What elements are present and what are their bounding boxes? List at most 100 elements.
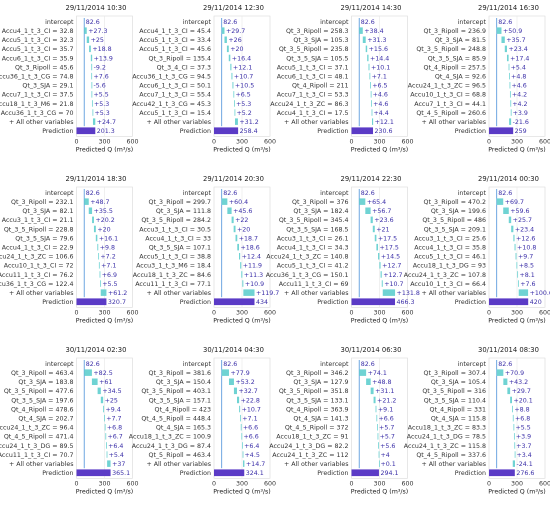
contribution-value: +6.6 [243, 425, 258, 432]
x-axis-label: Predicted Q (m³/s) [488, 146, 546, 153]
intercept-value: 82.6 [361, 361, 375, 368]
x-tick-label: 300 [373, 138, 385, 145]
row-label: Qt_3_Ripoll = 45.6 [15, 64, 74, 71]
contribution-bar [228, 378, 234, 385]
row-label: Accu4_1_t_3_CI = 33 [145, 235, 211, 242]
contribution-bar [90, 54, 93, 62]
row-label: Accu4_1_t_3_CI = 35.8 [414, 244, 486, 251]
panel-title: 30/11/2014 02:30 [66, 346, 127, 354]
row-label: Qt_3_SJA = 82.1 [22, 208, 73, 215]
row-label: Qt_3_Ripoll = 463.4 [11, 370, 74, 377]
contribution-bar [221, 27, 225, 34]
row-label: + All other variables [284, 119, 349, 126]
contribution-value: +20 [97, 226, 110, 233]
row-label: Prediction [42, 470, 73, 477]
row-label: Accu24_1_t_3_DG = 82.2 [269, 443, 348, 450]
contribution-bar [91, 91, 93, 98]
contribution-value: +7.1 [372, 73, 387, 80]
contribution-value: +29.7 [512, 388, 531, 395]
row-label: intercept [45, 361, 74, 368]
row-label: Qt_3_5_Ripoll = 351.8 [279, 388, 349, 395]
contribution-value: +5.4 [109, 452, 124, 459]
x-tick-label: 600 [264, 138, 276, 145]
x-axis-label: Predicted Q (m³/s) [488, 488, 546, 495]
contribution-bar [242, 280, 244, 287]
panel-title: 29/11/2014 16:30 [478, 4, 539, 12]
contribution-value: +100.6 [530, 290, 550, 297]
row-label: Prediction [42, 128, 73, 135]
row-label: Accu18_1_t_3_ZC = 84.6 [133, 272, 211, 279]
other-variables-bar [382, 289, 396, 296]
contribution-value: +20 [230, 46, 243, 53]
contribution-value: +18.7 [239, 235, 258, 242]
contribution-bar [381, 280, 383, 287]
x-axis-label: Predicted Q (m³/s) [76, 146, 134, 153]
intercept-value: 82.6 [86, 19, 100, 26]
row-label: Qt_4_5_Ripoll = 448.4 [141, 415, 211, 422]
contribution-value: +23.4 [508, 46, 527, 53]
contribution-bar [91, 63, 93, 71]
row-label: Accu7_1_t_3_CI = 37.5 [2, 92, 74, 99]
row-label: Qt_4_SJA = 115.8 [431, 415, 486, 422]
intercept-value: 82.6 [498, 361, 512, 368]
contribution-bar [97, 387, 101, 395]
x-tick-label: 600 [264, 480, 276, 487]
contribution-bar [239, 253, 241, 260]
row-label: intercept [45, 190, 74, 197]
prediction-value: 201.3 [97, 128, 115, 135]
panel-title: 29/11/2014 22:30 [341, 175, 402, 183]
row-label: Prediction [180, 299, 211, 306]
contribution-bar [507, 387, 511, 395]
row-label: Accu3_1_t_3_CI = 30.5 [139, 226, 211, 233]
x-tick-label: 300 [373, 309, 385, 316]
contribution-value: +5.5 [515, 425, 530, 432]
other-variables-bar [243, 460, 245, 467]
row-label: Qt_3_5_SJA = 107.1 [149, 244, 211, 251]
contribution-value: +6.5 [236, 92, 251, 99]
contribution-bar [365, 45, 368, 53]
contribution-value: +6.9 [102, 272, 117, 279]
contribution-value: +34.5 [102, 388, 121, 395]
prediction-bar [489, 127, 514, 135]
row-label: Accu11_1_t_3_CI = 69 [279, 281, 349, 288]
row-label: Qt_4_Ripoll = 423 [155, 406, 212, 413]
contribution-value: -5.6 [93, 83, 105, 90]
row-label: Accu4_1_t_3_CI = 22.9 [2, 244, 74, 251]
contribution-bar [508, 216, 512, 224]
row-label: Accu24_1_t_3_DG = 89.5 [0, 443, 74, 450]
contribution-value: +14.5 [381, 254, 400, 261]
x-tick-label: 0 [212, 309, 216, 316]
contribution-bar [98, 253, 100, 260]
row-label: Accu24_1_t_3_ZC = 106.6 [0, 254, 74, 261]
row-label: Qt_3_5_SJA = 168.5 [286, 226, 348, 233]
contribution-bar [241, 433, 243, 440]
row-label: Qt_4_SJA = 92.6 [435, 73, 486, 80]
contribution-value: +5.5 [93, 92, 108, 99]
x-tick-label: 600 [539, 309, 550, 316]
contribution-value: +31.2 [239, 119, 258, 126]
contribution-bar [359, 198, 366, 205]
contribution-bar [359, 27, 363, 34]
contribution-value: +18.6 [241, 244, 260, 251]
x-axis-label: Predicted Q (m³/s) [488, 317, 546, 324]
row-label: Accu24_1_t_3_ZC = 86.3 [270, 101, 348, 108]
row-label: Accu7_1_t_3_CI = 55.4 [139, 92, 211, 99]
contribution-value: +6.4 [244, 443, 259, 450]
prediction-value: 466.3 [397, 299, 415, 306]
contribution-bar [91, 72, 93, 80]
contribution-value: +59.6 [510, 208, 529, 215]
contribution-bar [370, 387, 374, 395]
row-label: Qt_3_SJA = 182.4 [293, 208, 348, 215]
row-label: + All other variables [146, 290, 211, 297]
row-label: Accu4_1_t_3_CI = 17.5 [277, 110, 349, 117]
row-label: + All other variables [146, 119, 211, 126]
row-label: Qt_3_Ripoll = 299.7 [148, 199, 211, 206]
contribution-value: +11.9 [243, 263, 262, 270]
contribution-bar [503, 378, 508, 385]
contribution-bar [234, 100, 235, 107]
contribution-value: +35.5 [94, 208, 113, 215]
contribution-value: +3.4 [517, 452, 532, 459]
contribution-bar [514, 243, 516, 251]
contribution-bar [508, 63, 510, 71]
contribution-value: +6.5 [372, 83, 387, 90]
